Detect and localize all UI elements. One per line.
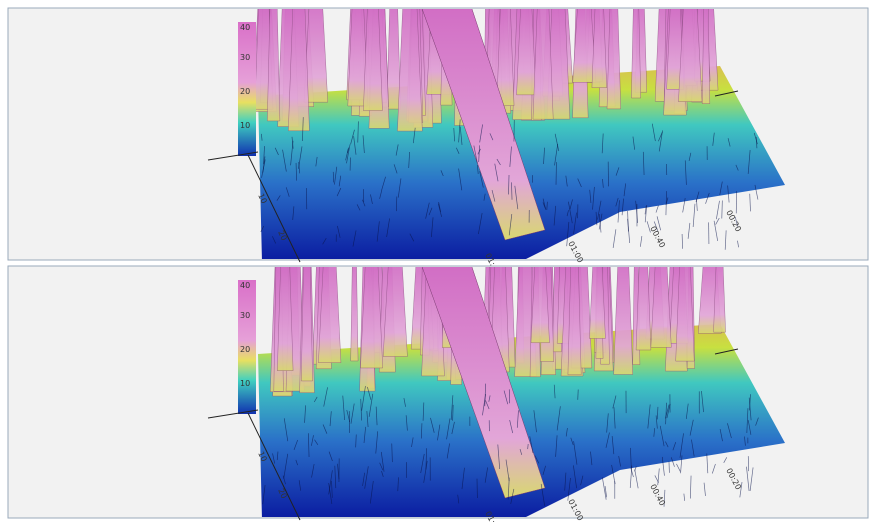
colorbar-tick-label: 20 bbox=[240, 87, 250, 96]
colorbar-tick-label: 10 bbox=[240, 121, 250, 130]
colorbar-tick-label: 30 bbox=[240, 53, 250, 62]
colorbar-tick-label: 10 bbox=[240, 379, 250, 388]
colorbar-tick-label: 30 bbox=[240, 311, 250, 320]
colorbar-tick-label: 40 bbox=[240, 281, 250, 290]
colorbar-tick-label: 40 bbox=[240, 23, 250, 32]
colorbar-tick-label: 20 bbox=[240, 345, 250, 354]
